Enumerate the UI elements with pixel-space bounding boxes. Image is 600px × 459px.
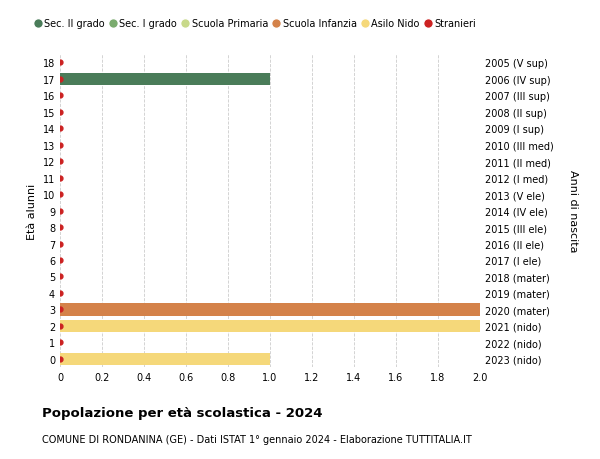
Bar (60, 320, 480, 332)
Y-axis label: Età alunni: Età alunni (27, 183, 37, 239)
Bar (60, 73, 270, 86)
Legend: Sec. II grado, Sec. I grado, Scuola Primaria, Scuola Infanzia, Asilo Nido, Stran: Sec. II grado, Sec. I grado, Scuola Prim… (35, 19, 476, 29)
Bar (60, 353, 270, 365)
Text: Popolazione per età scolastica - 2024: Popolazione per età scolastica - 2024 (42, 406, 323, 419)
Bar (60, 303, 480, 316)
Y-axis label: Anni di nascita: Anni di nascita (568, 170, 577, 252)
Text: COMUNE DI RONDANINA (GE) - Dati ISTAT 1° gennaio 2024 - Elaborazione TUTTITALIA.: COMUNE DI RONDANINA (GE) - Dati ISTAT 1°… (42, 434, 472, 444)
